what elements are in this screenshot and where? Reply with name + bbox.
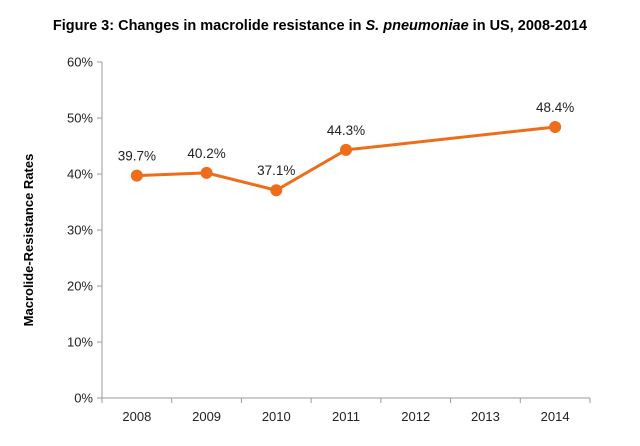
data-label: 48.4% [536,100,574,115]
x-tick-label: 2011 [332,409,360,424]
data-point [549,120,562,133]
chart-title: Figure 3: Changes in macrolide resistanc… [0,18,640,34]
series [130,120,562,197]
x-tick-label: 2010 [262,409,291,424]
chart-title-italic: S. pneumoniae [365,18,469,34]
chart-title-prefix: Figure 3: Changes in macrolide resistanc… [52,18,366,34]
data-label: 40.2% [187,146,225,161]
y-tick-label: 0% [74,391,93,406]
x-tick-label: 2014 [541,409,570,424]
x-tick-label: 2012 [401,409,430,424]
data-point [130,169,143,182]
data-labels: 39.7% 40.2% 37.1% 44.3% 48.4% [118,100,575,178]
data-label: 39.7% [118,149,156,164]
y-tick-label: 10% [67,335,93,350]
chart-title-suffix: in US, 2008-2014 [468,18,588,34]
x-tick-label: 2008 [122,409,151,424]
data-point [340,143,352,156]
y-tick-label: 40% [67,167,93,182]
x-tick-label: 2009 [192,409,221,424]
x-tick-label: 2013 [471,409,500,424]
data-label: 37.1% [257,163,295,178]
y-axis: 0% 10% 20% 30% 40% 50% 60% [67,55,103,406]
y-tick-label: 50% [67,111,93,126]
y-tick-label: 60% [67,55,93,70]
y-tick-label: 20% [67,279,93,294]
data-label: 44.3% [327,123,365,138]
y-tick-label: 30% [67,223,93,238]
data-point [270,184,283,197]
x-axis: 2008 2009 2010 2011 2012 2013 2014 [101,397,591,424]
y-axis-label: Macrolide-Resistance Rates [21,154,36,327]
data-point [200,166,213,179]
